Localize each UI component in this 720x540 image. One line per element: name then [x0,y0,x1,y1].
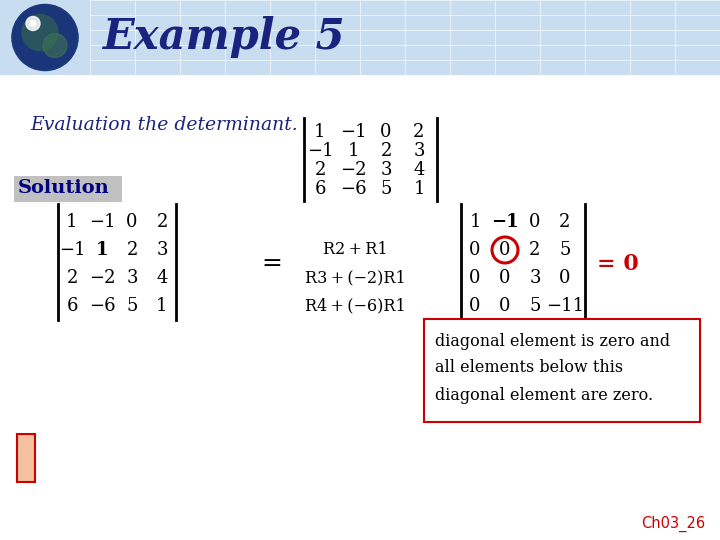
Text: 2: 2 [156,213,168,231]
Text: 2: 2 [380,142,392,160]
Text: −1: −1 [307,142,333,160]
Text: 0: 0 [126,213,138,231]
Text: R4 + (−6)R1: R4 + (−6)R1 [305,298,405,314]
Circle shape [12,4,78,71]
Text: 2: 2 [559,213,571,231]
Text: 3: 3 [156,241,168,259]
Text: 5: 5 [529,297,541,315]
Text: 1: 1 [96,241,108,259]
Text: 2: 2 [413,123,425,141]
Text: −1: −1 [340,123,366,141]
Text: 2: 2 [126,241,138,259]
Text: all elements below this: all elements below this [435,360,623,376]
Circle shape [12,4,78,71]
Text: 5: 5 [559,241,571,259]
FancyBboxPatch shape [14,176,122,202]
Text: −11: −11 [546,297,584,315]
Text: =: = [261,253,282,275]
Text: −1: −1 [491,213,519,231]
Circle shape [26,17,40,30]
Text: Solution: Solution [18,179,109,197]
Text: −2: −2 [89,269,115,287]
Text: 1: 1 [314,123,325,141]
Text: −1: −1 [59,241,85,259]
Circle shape [22,15,58,51]
Text: −6: −6 [340,180,366,198]
Text: 4: 4 [156,269,168,287]
Circle shape [30,21,36,26]
FancyBboxPatch shape [424,319,700,422]
Text: Evaluation the determinant.: Evaluation the determinant. [30,116,298,134]
Text: 1: 1 [413,180,425,198]
Text: 2: 2 [529,241,541,259]
Text: 0: 0 [559,269,571,287]
Text: Ch03_26: Ch03_26 [641,516,705,532]
Text: −1: −1 [89,213,115,231]
Text: 0: 0 [529,213,541,231]
Text: 3: 3 [529,269,541,287]
Text: R2 + R1: R2 + R1 [323,241,387,259]
Text: 4: 4 [413,161,425,179]
Text: 0: 0 [380,123,392,141]
Text: 3: 3 [126,269,138,287]
FancyBboxPatch shape [0,0,720,75]
Text: −2: −2 [340,161,366,179]
Text: 1: 1 [66,213,78,231]
Text: 2: 2 [315,161,325,179]
Text: 6: 6 [314,180,325,198]
Text: 0: 0 [499,241,510,259]
Text: 3: 3 [380,161,392,179]
Text: diagonal element is zero and: diagonal element is zero and [435,333,670,349]
Text: 5: 5 [126,297,138,315]
Text: 3: 3 [413,142,425,160]
Circle shape [43,33,67,57]
Text: diagonal element are zero.: diagonal element are zero. [435,387,653,403]
Text: 6: 6 [66,297,78,315]
Text: = 0: = 0 [597,253,639,275]
Text: 0: 0 [469,269,481,287]
Text: Example 5: Example 5 [103,17,346,58]
Text: 1: 1 [347,142,359,160]
FancyBboxPatch shape [17,434,35,482]
Text: 0: 0 [499,269,510,287]
Text: 5: 5 [380,180,392,198]
Text: −6: −6 [89,297,115,315]
Text: R3 + (−2)R1: R3 + (−2)R1 [305,269,405,287]
Text: 0: 0 [469,241,481,259]
Text: 0: 0 [469,297,481,315]
Text: 0: 0 [499,297,510,315]
Text: 1: 1 [156,297,168,315]
Text: 2: 2 [66,269,78,287]
Text: 1: 1 [469,213,481,231]
